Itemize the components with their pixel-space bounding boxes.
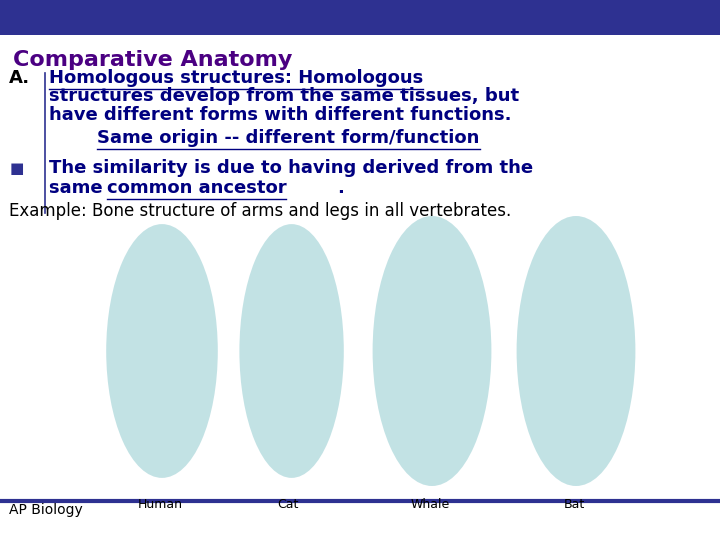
Text: Comparative Anatomy: Comparative Anatomy [13, 50, 292, 70]
Text: The similarity is due to having derived from the: The similarity is due to having derived … [49, 159, 533, 177]
Ellipse shape [107, 224, 218, 478]
Text: Human: Human [138, 498, 182, 511]
Text: Cat: Cat [277, 498, 299, 511]
Text: AP Biology: AP Biology [9, 503, 82, 517]
Text: ■: ■ [10, 161, 24, 176]
Ellipse shape [240, 224, 344, 478]
Ellipse shape [373, 216, 492, 486]
Text: Same origin -- different form/function: Same origin -- different form/function [97, 129, 480, 146]
Text: have different forms with different functions.: have different forms with different func… [49, 106, 511, 124]
Bar [0, 0, 720, 35]
Text: .: . [337, 179, 344, 197]
Text: Homologous structures: Homologous: Homologous structures: Homologous [49, 69, 423, 86]
Text: same: same [49, 179, 109, 197]
Text: Example: Bone structure of arms and legs in all vertebrates.: Example: Bone structure of arms and legs… [9, 202, 511, 220]
Text: Whale: Whale [411, 498, 450, 511]
Text: common ancestor: common ancestor [107, 179, 286, 197]
Text: structures develop from the same tissues, but: structures develop from the same tissues… [49, 87, 519, 105]
Ellipse shape [517, 216, 636, 486]
Text: A.: A. [9, 69, 30, 86]
Text: Bat: Bat [564, 498, 585, 511]
